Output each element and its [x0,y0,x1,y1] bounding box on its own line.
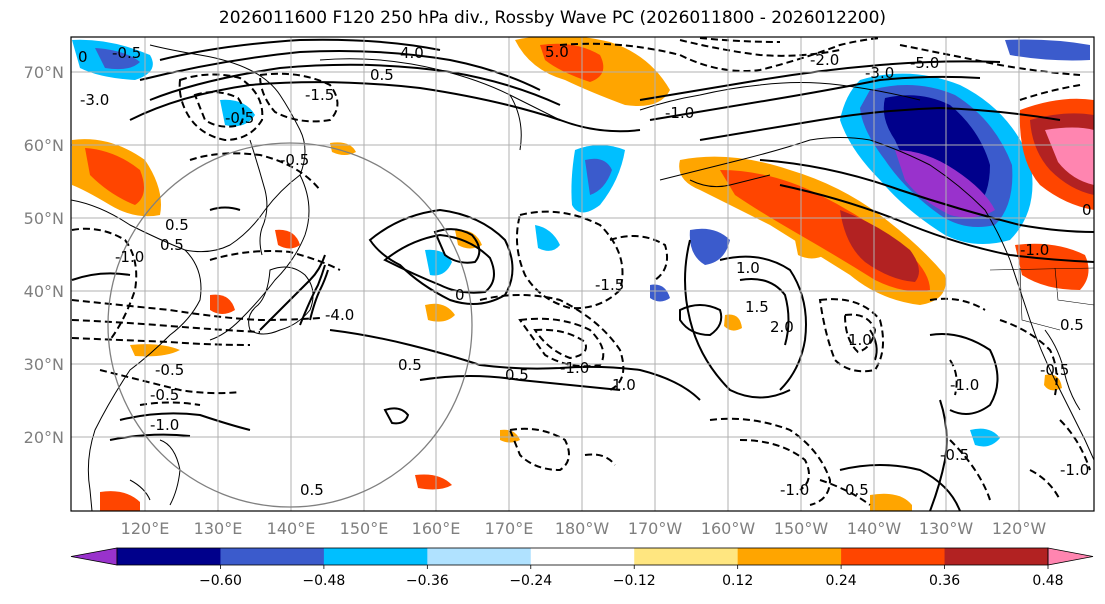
contour-label: -0.5 [112,44,141,62]
lat-label: 40°N [24,282,64,301]
contour-label: 5.0 [545,43,569,61]
contour-label: 0.5 [1060,316,1084,334]
contour-label: -2.0 [810,51,839,69]
lon-label: 120°E [121,519,170,538]
contour-label: -4.0 [325,306,354,324]
colorbar-min-extend [70,547,118,566]
contour-label: -3.0 [865,64,894,82]
lat-label: 60°N [24,136,64,155]
contour-label: -1.0 [1060,461,1089,479]
contour-label: -5.0 [910,54,939,72]
graticule [71,37,1094,511]
lon-label: 160°E [412,519,461,538]
contour-label: -1.0 [665,104,694,122]
lon-label: 140°W [847,519,902,538]
contour-label: 0.5 [300,481,324,499]
lat-label: 70°N [24,63,64,82]
colorbar: −0.60 −0.48 −0.36 −0.24 −0.12 0.12 0.24 0.36 0.4… [70,547,1094,589]
contour-labels: -0.5 0 -3.0 -1.5 0.5 4.0 5.0 -5.0 -2.0 -… [78,43,1092,499]
contour-label: -0.5 [1040,361,1069,379]
lon-label: 150°W [774,519,829,538]
colorbar-segment [530,548,635,565]
contour-label: -1.0 [1020,241,1049,259]
colorbar-tick-label: −0.60 [199,573,242,589]
contour-label: 0.5 [165,216,189,234]
colorbar-segment [220,548,325,565]
contour-label: 1.0 [736,259,760,277]
contour-label: 4.0 [400,44,424,62]
colorbar-tick-label: −0.12 [613,573,656,589]
contour-label: 0.5 [160,236,184,254]
map-frame [70,36,1095,512]
colorbar-segment [634,548,739,565]
divergence-shading [72,37,1094,511]
lon-label: 170°E [485,519,534,538]
contour-label: 2.0 [770,318,794,336]
latitude-labels: 70°N 60°N 50°N 40°N 30°N 20°N [24,63,64,447]
lon-label: 150°E [340,519,389,538]
contour-label: 0.5 [398,356,422,374]
contour-label: 0 [78,48,88,66]
colorbar-max-extend [1047,547,1094,566]
colorbar-segment [117,548,221,565]
contour-label: -0.5 [225,109,254,127]
colorbar-tick-label: −0.48 [302,573,345,589]
contour-label: 1.0 [848,331,872,349]
contour-label: -1.0 [780,481,809,499]
colorbar-segment [323,548,428,565]
map-title: 2026011600 F120 250 hPa div., Rossby Wav… [218,8,887,28]
contour-label: -0.5 [940,446,969,464]
lon-label: 140°E [267,519,316,538]
contour-label: 0 [455,286,465,304]
colorbar-tick-label: 0.24 [826,573,857,589]
colorbar-segment [427,548,532,565]
lon-label: 130°E [194,519,243,538]
colorbar-segment [841,548,946,565]
lon-label: 180°W [555,519,610,538]
contour-label: -0.5 [155,361,184,379]
contour-label: 0 [1082,201,1092,219]
contour-label: -3.0 [80,91,109,109]
colorbar-tick-label: 0.36 [929,573,960,589]
lat-label: 50°N [24,209,64,228]
contour-label: 0.5 [370,66,394,84]
colorbar-segment [944,548,1049,565]
colorbar-segment [737,548,842,565]
lon-label: 170°W [628,519,683,538]
solid-contours [71,38,1094,511]
colorbar-tick-label: 0.12 [722,573,753,589]
political-borders [989,267,1094,331]
contour-label: -1.0 [950,376,979,394]
longitude-labels: 120°E 130°E 140°E 150°E 160°E 170°E 180°… [121,519,1047,538]
lat-label: 30°N [24,355,64,374]
coastlines [71,44,1094,511]
contour-label: -1.0 [115,248,144,266]
colorbar-tick-label: −0.24 [509,573,552,589]
contour-label: -0.5 [280,151,309,169]
contour-label: -1.5 [595,276,624,294]
lon-label: 130°W [919,519,974,538]
colorbar-tick-label: 0.48 [1032,573,1063,589]
contour-label: 0.5 [505,366,529,384]
lat-label: 20°N [24,428,64,447]
contour-label: -0.5 [150,386,179,404]
contour-label: -1.5 [305,86,334,104]
lon-label: 160°W [701,519,756,538]
contour-label: -1.0 [560,359,589,377]
contour-label: 0.5 [845,481,869,499]
reference-circle [107,142,473,508]
colorbar-tick-label: −0.36 [406,573,449,589]
lon-label: 120°W [992,519,1047,538]
contour-label: 1.5 [745,298,769,316]
colorbar-outline [116,547,1049,566]
contour-label: -1.0 [150,416,179,434]
contour-label: 1.0 [612,376,636,394]
